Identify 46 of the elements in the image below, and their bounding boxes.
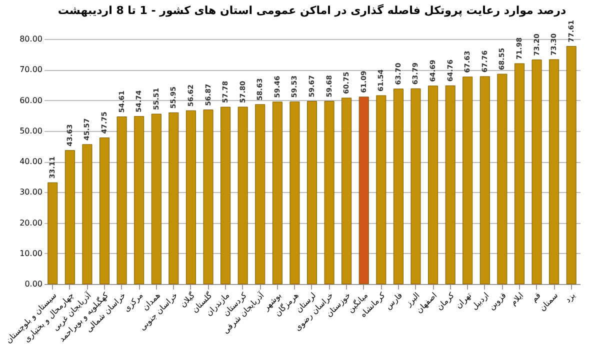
bar: [186, 110, 196, 284]
bar: [220, 106, 231, 284]
bar: [151, 114, 162, 284]
bar: [445, 85, 456, 284]
bar: [82, 144, 92, 284]
x-tick-label: البرز: [403, 290, 422, 309]
bar: [358, 96, 369, 284]
y-tick-label: 30.00: [20, 188, 42, 197]
bar: [428, 86, 438, 284]
bar: [290, 101, 300, 284]
bar: [342, 98, 352, 284]
bar: [324, 100, 334, 284]
bar: [100, 138, 110, 284]
y-tick-label: 50.00: [20, 126, 42, 136]
bar: [134, 116, 144, 284]
bar: [497, 74, 508, 284]
bar: [410, 88, 421, 284]
y-tick-label: 40.00: [20, 157, 42, 166]
bar: [462, 76, 473, 284]
bar: [116, 116, 127, 284]
x-tick-label: فارس: [384, 290, 404, 312]
bar: [393, 88, 404, 284]
x-tick-label: ایلام: [508, 290, 526, 308]
bar: [566, 46, 576, 284]
bar: [376, 95, 386, 284]
bar: [48, 182, 58, 284]
bar: [549, 59, 560, 284]
y-tick-label: 60.00: [20, 96, 42, 105]
bar: [64, 150, 75, 284]
y-tick-label: 80.00: [20, 34, 42, 44]
y-tick-label: 70.00: [20, 65, 42, 74]
bar: [306, 101, 318, 284]
chart-title: درصد موارد رعایت پروتکل فاصله گذاری در اماکن عمومی استان های کشور - 1 تا 8 اردیبهشت: [58, 4, 566, 18]
bar: [168, 112, 179, 284]
x-tick-label: قم: [530, 290, 543, 304]
bar: [238, 106, 248, 284]
y-tick-label: 0.00: [24, 280, 42, 288]
bar: [272, 102, 282, 284]
y-tick-label: 20.00: [20, 218, 42, 228]
x-tick-label: یزد: [563, 290, 578, 304]
y-tick-label: 10.00: [20, 248, 42, 258]
bar: [480, 76, 490, 284]
bar: [514, 63, 524, 284]
bar: [532, 60, 542, 284]
bar: [255, 104, 266, 284]
bar: [203, 110, 214, 284]
